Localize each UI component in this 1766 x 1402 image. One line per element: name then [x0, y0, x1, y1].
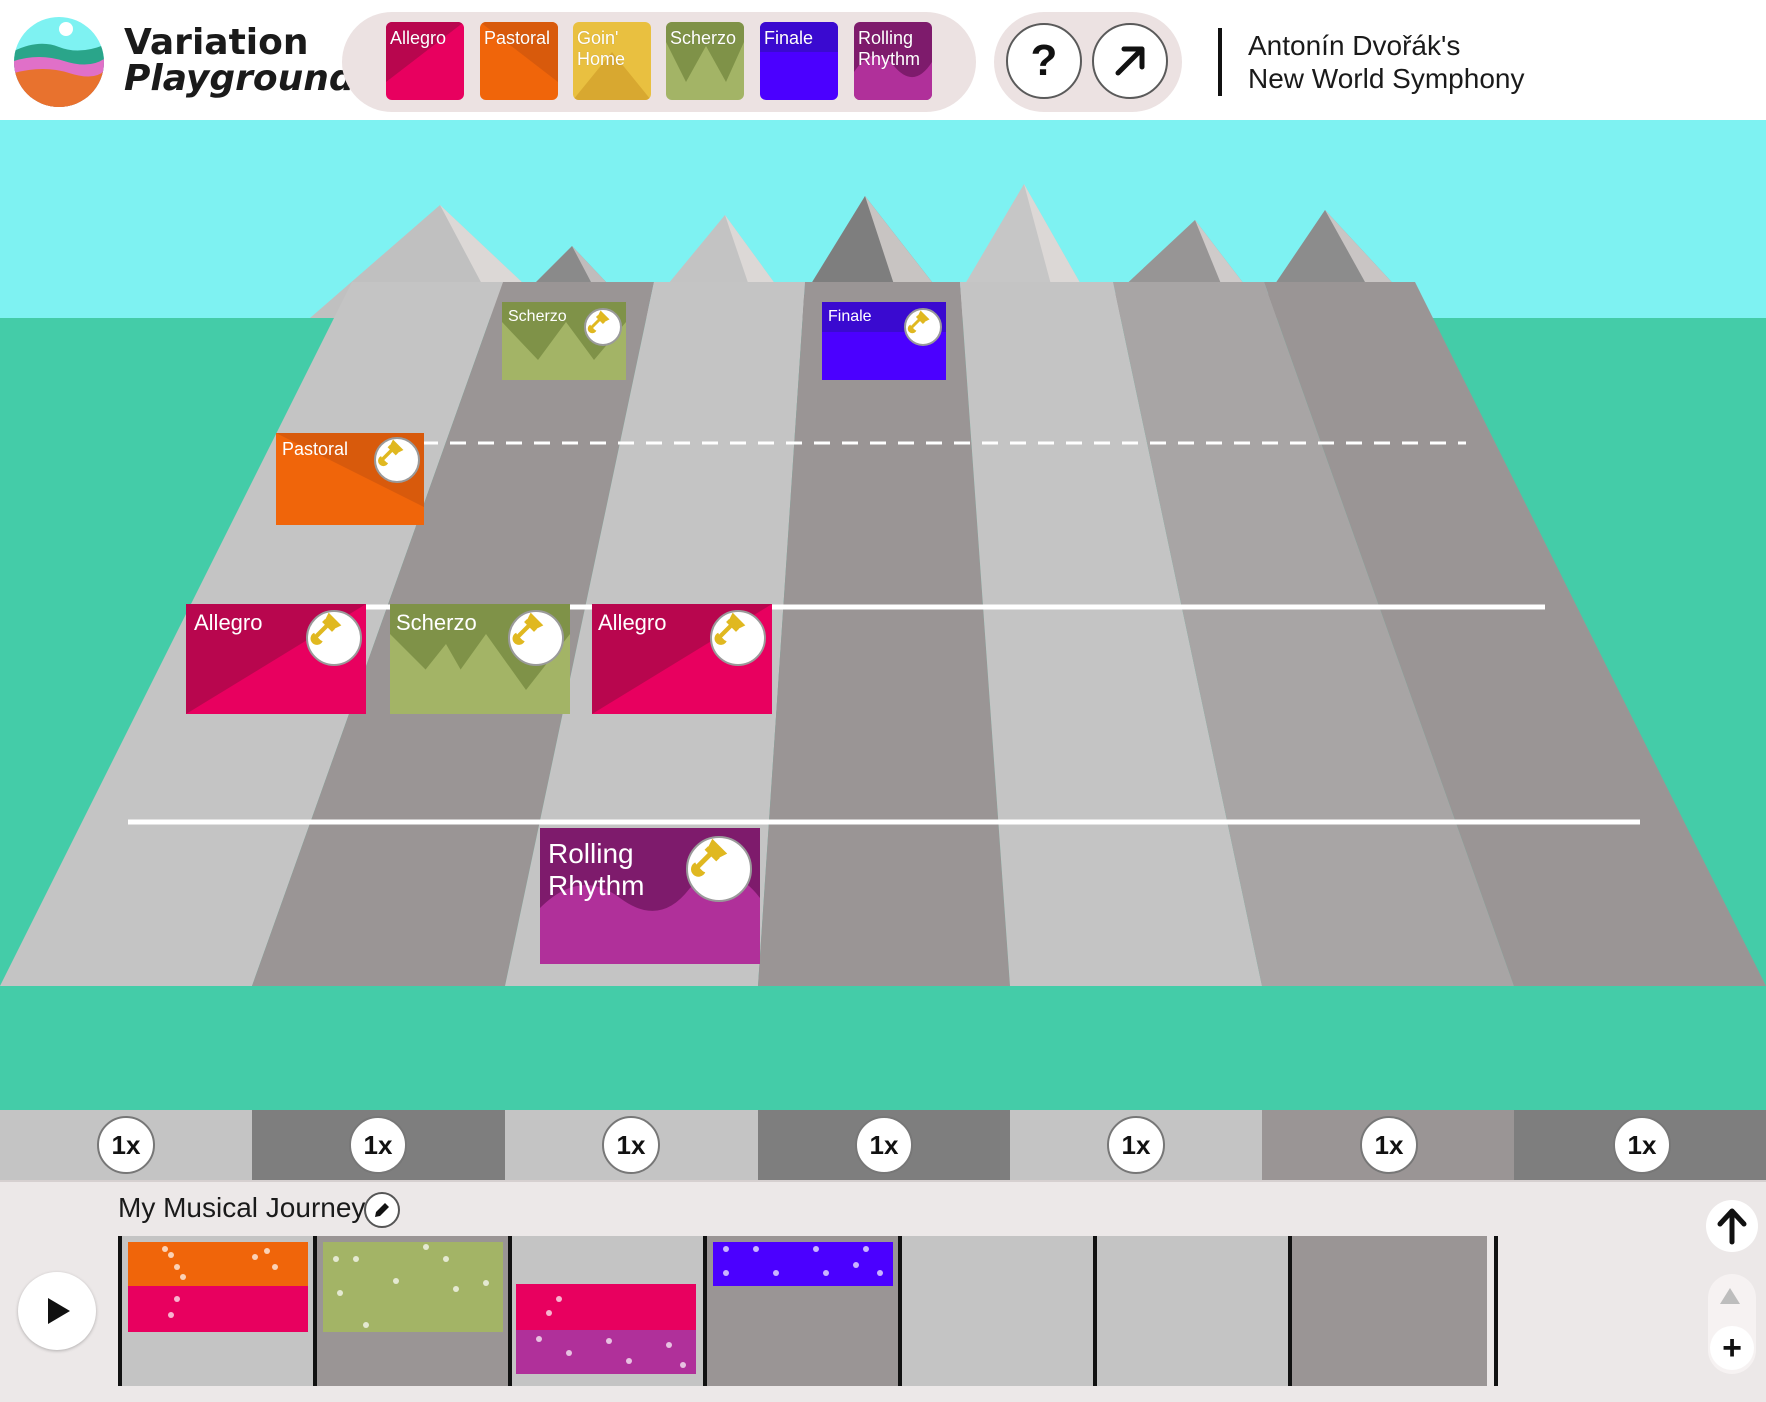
app-header: Variation Playground Allegro Pastoral Go… — [0, 0, 1766, 120]
tile-label-line1: Rolling — [548, 838, 634, 869]
speed-button[interactable]: 1x — [602, 1116, 660, 1174]
expand-panel-button[interactable] — [1706, 1200, 1758, 1252]
tile-label: Allegro — [598, 610, 667, 635]
board-tile-rolling-rhythm[interactable]: Rolling Rhythm — [540, 828, 760, 964]
palette-tile-rolling-rhythm[interactable]: Rolling Rhythm — [854, 22, 932, 100]
slot-divider — [1093, 1236, 1097, 1386]
board-tile-allegro[interactable]: Allegro — [186, 604, 366, 714]
trumpet-icon[interactable] — [686, 836, 752, 902]
mini-tile-allegro — [516, 1284, 696, 1330]
trumpet-icon[interactable] — [904, 308, 942, 346]
app-title-line1: Variation — [124, 22, 309, 63]
composer-title: Antonín Dvořák's — [1248, 30, 1461, 61]
variation-palette: Allegro Pastoral Goin' Home Scherzo Fina… — [342, 12, 976, 112]
slot-divider — [313, 1236, 317, 1386]
palette-tile-label: Pastoral — [484, 28, 551, 48]
speed-button[interactable]: 1x — [1613, 1116, 1671, 1174]
mini-tile-rolling-rhythm — [516, 1330, 696, 1374]
mini-tile-finale — [713, 1242, 893, 1286]
add-slot-button[interactable]: + — [1710, 1326, 1754, 1370]
variation-board: Scherzo Finale Pastoral Allegro Scherzo — [0, 120, 1766, 1180]
slot-divider — [508, 1236, 512, 1386]
trumpet-icon[interactable] — [306, 610, 362, 666]
board-tile-scherzo[interactable]: Scherzo — [390, 604, 570, 714]
arrow-up-icon — [1717, 1208, 1747, 1245]
tile-label: Scherzo — [396, 610, 477, 635]
trumpet-icon[interactable] — [374, 437, 420, 483]
timeline-slot[interactable] — [1292, 1236, 1487, 1386]
speed-button[interactable]: 1x — [349, 1116, 407, 1174]
trumpet-icon[interactable] — [508, 610, 564, 666]
timeline-slot[interactable] — [902, 1236, 1097, 1386]
board-tile-allegro[interactable]: Allegro — [592, 604, 772, 714]
speed-button[interactable]: 1x — [1360, 1116, 1418, 1174]
palette-tile-finale[interactable]: Finale — [760, 22, 838, 100]
palette-tile-goin-home[interactable]: Goin' Home — [573, 22, 651, 100]
mini-tile-scherzo — [323, 1242, 503, 1332]
trumpet-icon[interactable] — [710, 610, 766, 666]
tile-label: Rolling Rhythm — [548, 838, 644, 902]
timeline-slot[interactable] — [512, 1236, 707, 1386]
palette-tile-label: Rolling Rhythm — [858, 28, 921, 69]
palette-tile-label: Finale — [764, 28, 814, 48]
palette-tile-label: Scherzo — [670, 28, 737, 48]
help-button[interactable]: ? — [1006, 23, 1082, 99]
triangle-up-icon[interactable] — [1720, 1288, 1740, 1304]
share-button[interactable] — [1092, 23, 1168, 99]
slot-divider — [703, 1236, 707, 1386]
journey-panel: My Musical Journey — [0, 1180, 1766, 1402]
tile-label: Scherzo — [508, 308, 567, 325]
speed-button[interactable]: 1x — [97, 1116, 155, 1174]
board-tile-finale[interactable]: Finale — [822, 302, 946, 380]
palette-tile-allegro[interactable]: Allegro — [386, 22, 464, 100]
pencil-icon[interactable] — [364, 1192, 400, 1228]
slot-divider — [118, 1236, 122, 1386]
board-tile-scherzo[interactable]: Scherzo — [502, 302, 626, 380]
palette-tile-label: Goin' Home — [577, 28, 626, 69]
journey-title: My Musical Journey — [118, 1192, 366, 1223]
app-title-line2: Playground — [124, 58, 355, 99]
mini-tile-pastoral — [128, 1242, 308, 1286]
tile-label-line2: Rhythm — [548, 870, 645, 901]
logo-icon — [14, 17, 104, 107]
timeline-slot[interactable] — [122, 1236, 317, 1386]
timeline-slot[interactable] — [317, 1236, 512, 1386]
speed-button[interactable]: 1x — [855, 1116, 913, 1174]
slot-divider — [1288, 1236, 1292, 1386]
tile-label: Allegro — [194, 610, 263, 635]
palette-tile-scherzo[interactable]: Scherzo — [666, 22, 744, 100]
slot-divider — [898, 1236, 902, 1386]
mini-tile-allegro — [128, 1286, 308, 1332]
palette-tile-label: Allegro — [390, 28, 447, 48]
timeline-slot[interactable] — [1097, 1236, 1292, 1386]
zoom-control: + — [1708, 1274, 1756, 1374]
slot-divider — [1494, 1236, 1498, 1386]
palette-tile-pastoral[interactable]: Pastoral — [480, 22, 558, 100]
tile-label: Pastoral — [282, 439, 349, 459]
play-button[interactable] — [18, 1272, 96, 1350]
header-divider — [1218, 28, 1222, 96]
play-icon — [48, 1298, 70, 1324]
journey-timeline — [118, 1236, 1502, 1386]
board-tile-pastoral[interactable]: Pastoral — [276, 433, 424, 525]
trumpet-icon[interactable] — [584, 308, 622, 346]
speed-button[interactable]: 1x — [1107, 1116, 1165, 1174]
tile-label: Finale — [828, 308, 872, 325]
symphony-title: New World Symphony — [1248, 63, 1525, 94]
arrow-up-right-icon — [1115, 46, 1145, 76]
toolbar-buttons: ? — [994, 12, 1182, 112]
timeline-slot[interactable] — [707, 1236, 902, 1386]
